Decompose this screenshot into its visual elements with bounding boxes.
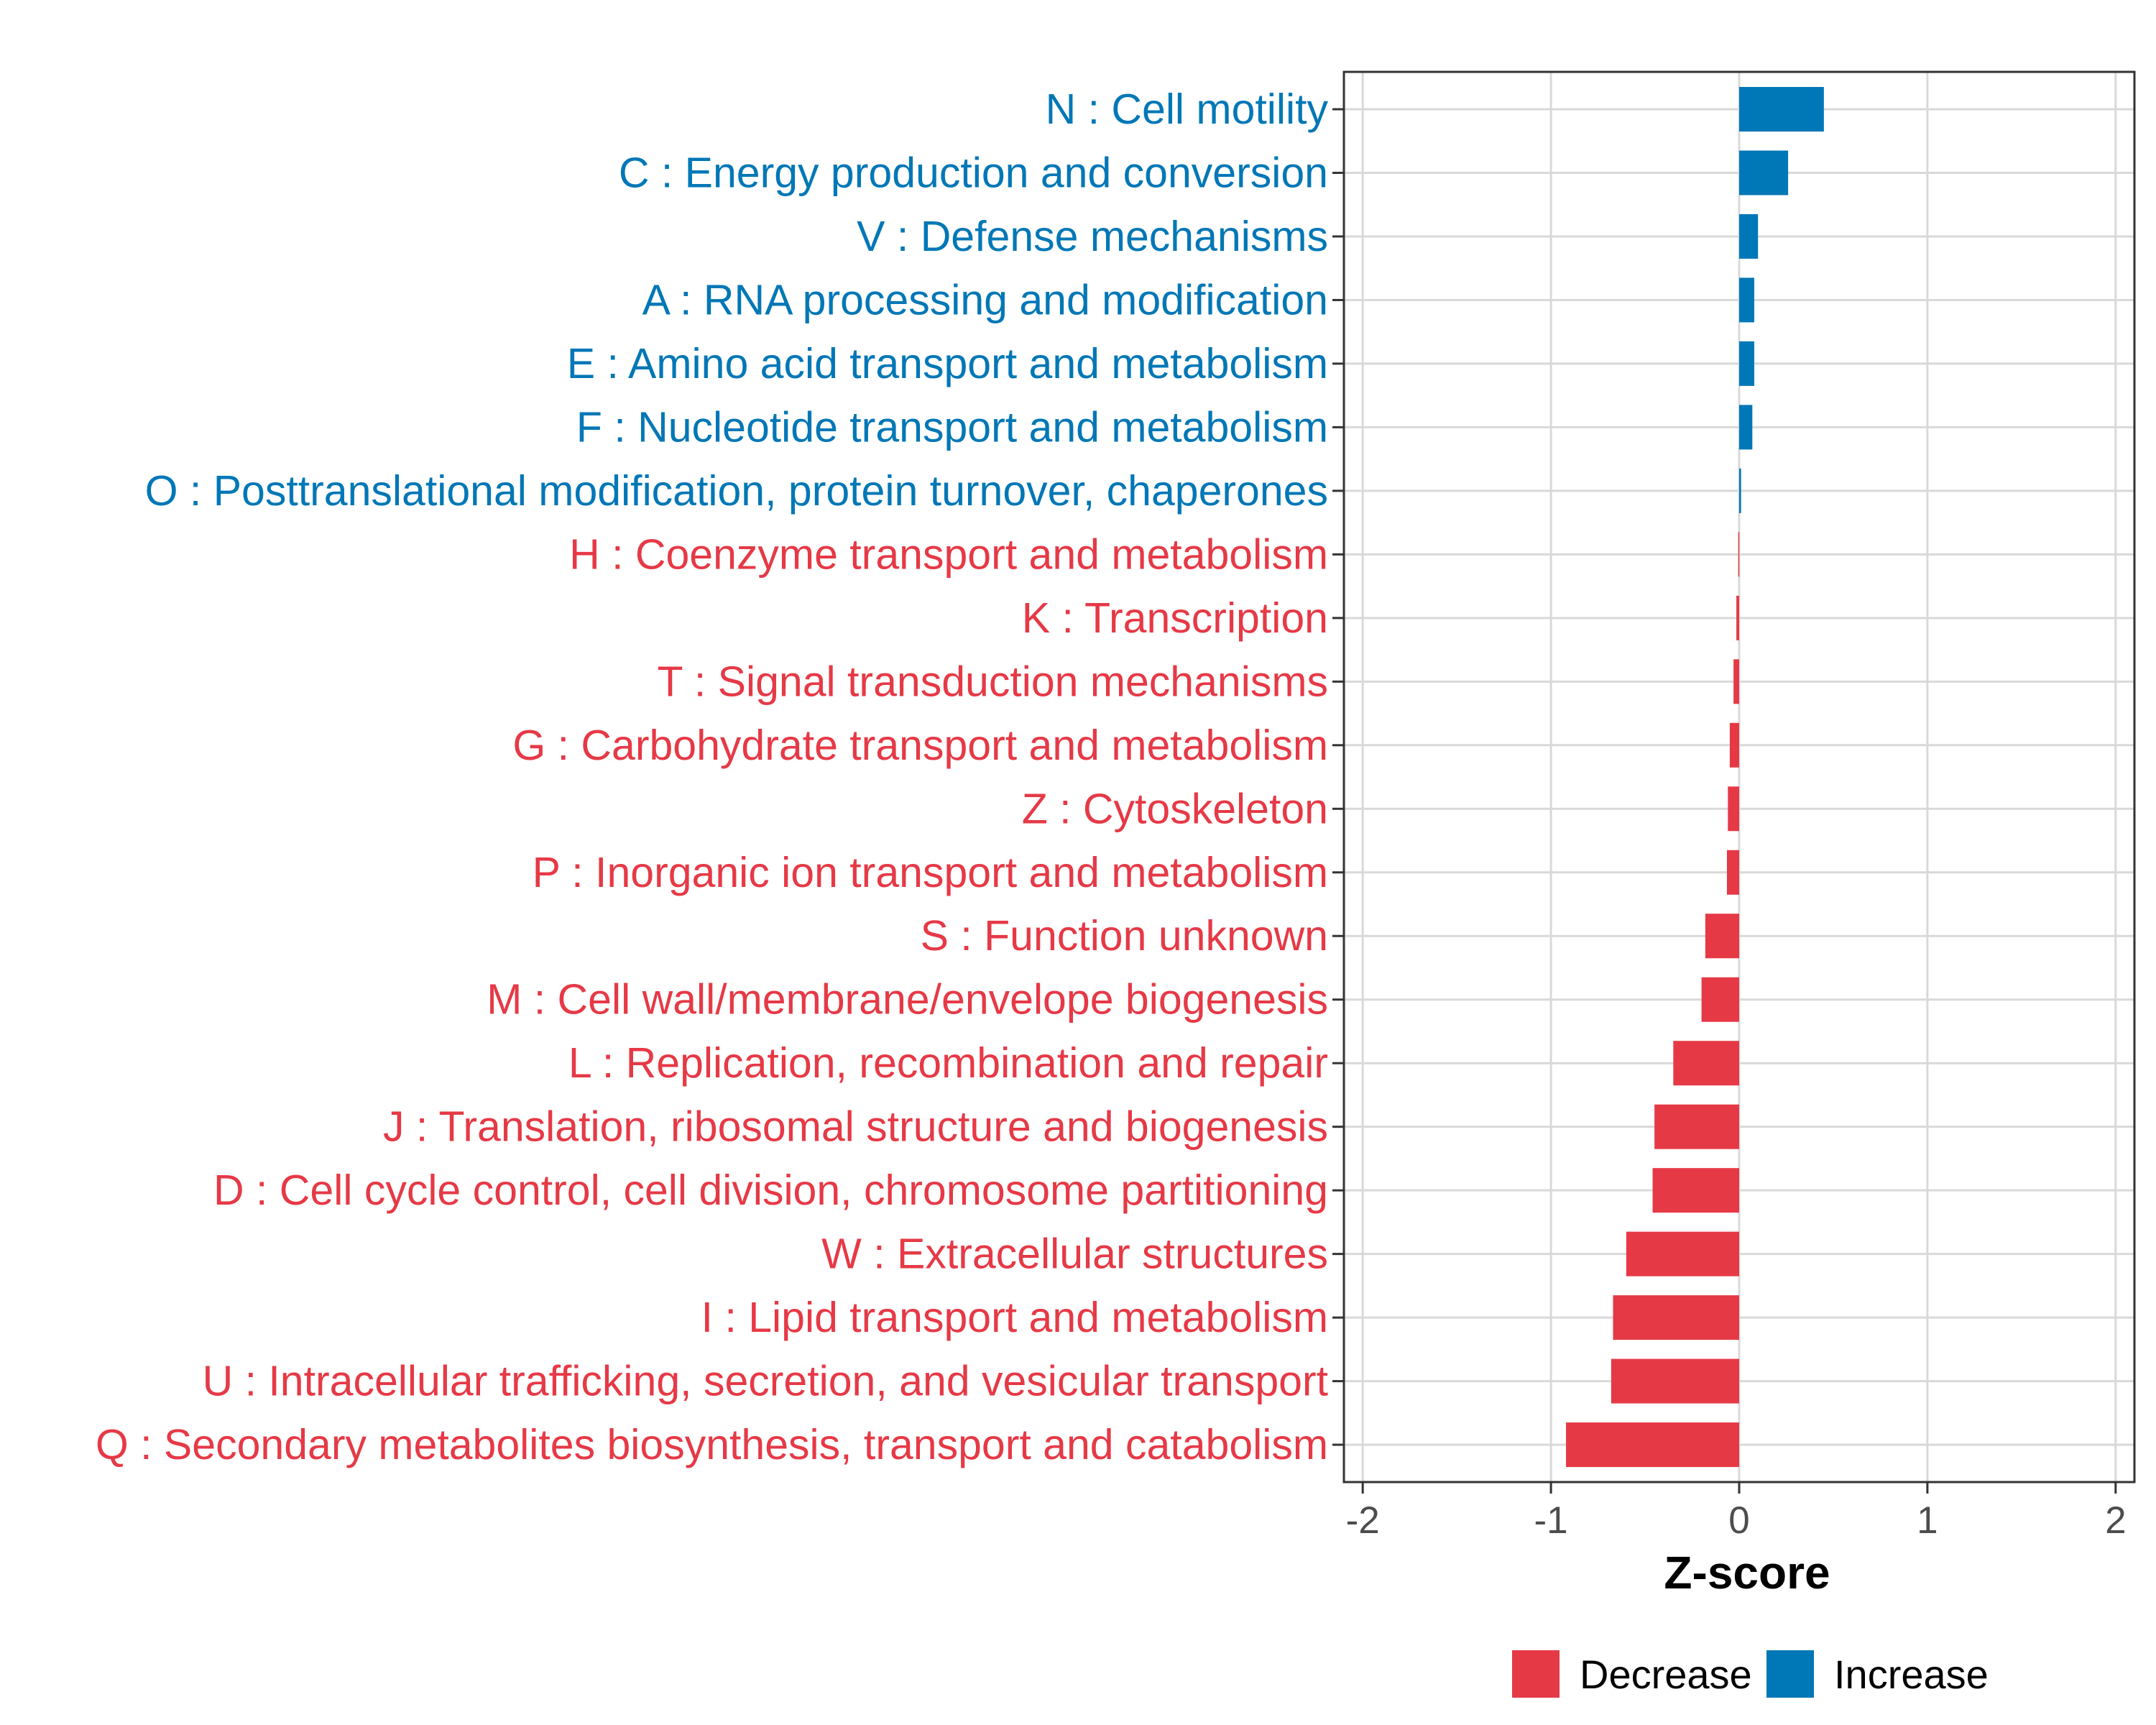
category-label: U : Intracellular trafficking, secretion… — [203, 1358, 1328, 1405]
category-label: C : Energy production and conversion — [619, 149, 1328, 196]
bar — [1626, 1231, 1739, 1276]
bar — [1738, 532, 1740, 577]
x-axis-title: Z-score — [1664, 1547, 1830, 1598]
bar — [1733, 659, 1739, 704]
bar — [1673, 1041, 1739, 1086]
legend: Decrease Increase — [1512, 1650, 1989, 1698]
category-label: N : Cell motility — [1046, 86, 1329, 133]
bar — [1654, 1104, 1739, 1149]
category-label: S : Function unknown — [921, 912, 1328, 960]
x-tick-label: 0 — [1728, 1499, 1749, 1542]
category-labels: N : Cell motility C : Energy production a… — [96, 86, 1344, 1468]
bar — [1736, 595, 1739, 640]
category-label: O : Posttranslational modification, prot… — [145, 467, 1328, 515]
category-label: D : Cell cycle control, cell division, c… — [213, 1167, 1328, 1214]
category-label: E : Amino acid transport and metabolism — [567, 340, 1328, 387]
bar — [1726, 850, 1739, 895]
x-tick-label: -1 — [1534, 1499, 1568, 1542]
bar — [1729, 722, 1739, 768]
bar — [1739, 87, 1824, 132]
category-label: Z : Cytoskeleton — [1022, 785, 1328, 832]
x-tick-label: 1 — [1917, 1499, 1938, 1542]
bars-layer — [1566, 87, 1824, 1468]
category-label: P : Inorganic ion transport and metaboli… — [533, 849, 1328, 896]
bar — [1739, 150, 1789, 196]
category-label: K : Transcription — [1022, 594, 1328, 642]
bar — [1739, 277, 1754, 323]
category-label: T : Signal transduction mechanisms — [657, 658, 1328, 705]
x-tick-label: -2 — [1346, 1499, 1380, 1542]
x-tick-label: 2 — [2105, 1499, 2126, 1542]
bar — [1739, 405, 1753, 450]
category-label: Q : Secondary metabolites biosynthesis, … — [96, 1421, 1328, 1468]
category-label: M : Cell wall/membrane/envelope biogenes… — [487, 976, 1328, 1024]
bar — [1739, 341, 1754, 386]
category-label: I : Lipid transport and metabolism — [701, 1294, 1328, 1341]
bar — [1701, 977, 1739, 1022]
bar — [1611, 1358, 1739, 1404]
bar — [1739, 468, 1741, 513]
legend-swatch-increase — [1766, 1650, 1814, 1698]
legend-label-increase: Increase — [1834, 1652, 1989, 1697]
category-label: H : Coenzyme transport and metabolism — [569, 530, 1328, 578]
category-label: J : Translation, ribosomal structure and… — [383, 1103, 1328, 1151]
legend-swatch-decrease — [1512, 1650, 1560, 1698]
category-label: W : Extracellular structures — [821, 1230, 1328, 1278]
bar — [1613, 1295, 1739, 1340]
category-label: V : Defense mechanisms — [857, 213, 1328, 260]
bar — [1705, 914, 1739, 959]
bar — [1728, 786, 1739, 832]
category-label: A : RNA processing and modification — [642, 276, 1328, 323]
category-label: F : Nucleotide transport and metabolism — [576, 403, 1328, 451]
legend-label-decrease: Decrease — [1580, 1652, 1752, 1697]
bar — [1566, 1422, 1739, 1468]
category-label: L : Replication, recombination and repai… — [568, 1039, 1328, 1087]
bar — [1652, 1168, 1739, 1213]
bar — [1739, 213, 1759, 259]
x-axis: -2 -1 0 1 2 — [1346, 1482, 2127, 1542]
category-label: G : Carbohydrate transport and metabolis… — [512, 722, 1328, 769]
